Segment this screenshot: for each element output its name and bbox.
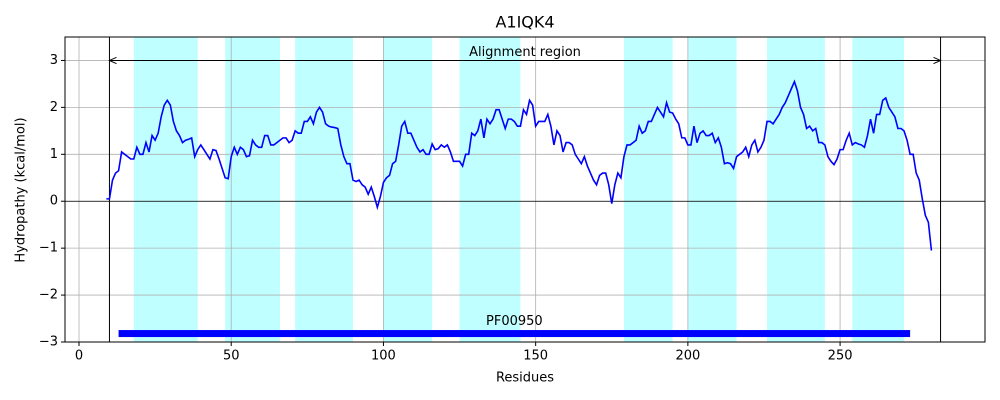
region-band — [295, 37, 353, 342]
alignment-label: Alignment region — [469, 45, 581, 60]
y-tick-label: 2 — [50, 100, 58, 115]
x-tick-label: 200 — [675, 349, 700, 364]
y-tick-label: 3 — [50, 53, 58, 68]
x-tick-label: 50 — [223, 349, 240, 364]
x-tick-label: 0 — [75, 349, 83, 364]
y-tick-label: 0 — [50, 194, 58, 209]
hydropathy-line — [106, 79, 933, 251]
y-tick-label: −1 — [39, 241, 58, 256]
region-band — [687, 37, 737, 342]
plot-frame — [64, 36, 986, 343]
region-band — [852, 37, 905, 342]
x-tick-label: 100 — [371, 349, 396, 364]
y-tick-label: −3 — [39, 335, 58, 350]
region-band — [225, 37, 280, 342]
y-axis-label: Hydropathy (kcal/mol) — [14, 117, 29, 262]
y-tick-label: 1 — [50, 147, 58, 162]
x-tick-label: 150 — [523, 349, 548, 364]
plot-area: 0 50 100 150 200 250 −3 −2 −1 0 1 2 3 Alignment regio… — [39, 36, 986, 364]
domain-label: PF00950 — [486, 314, 543, 329]
region-band — [623, 37, 673, 342]
chart-title: A1IQK4 — [495, 13, 554, 32]
domain-bar — [118, 330, 911, 338]
region-band — [133, 37, 198, 342]
region-band — [383, 37, 433, 342]
x-tick-label: 250 — [828, 349, 853, 364]
region-band — [459, 37, 521, 342]
y-tick-label: −2 — [39, 288, 58, 303]
region-band — [767, 37, 825, 342]
x-axis-label: Residues — [496, 371, 554, 386]
